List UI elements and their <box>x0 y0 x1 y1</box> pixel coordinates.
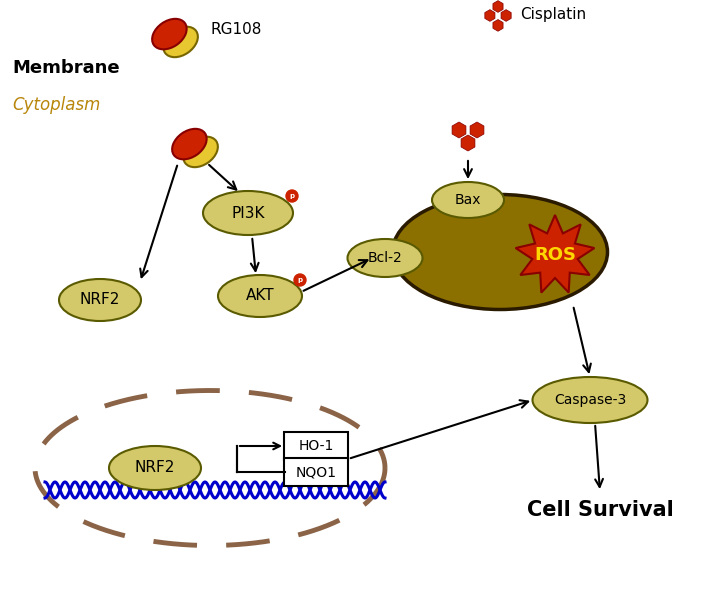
Ellipse shape <box>532 377 647 423</box>
Text: Caspase-3: Caspase-3 <box>554 393 626 407</box>
Ellipse shape <box>184 137 218 167</box>
Ellipse shape <box>109 446 201 490</box>
Ellipse shape <box>432 182 504 218</box>
Text: Bax: Bax <box>454 193 481 207</box>
Text: NRF2: NRF2 <box>135 461 175 476</box>
Text: p: p <box>289 193 294 199</box>
Text: Bcl-2: Bcl-2 <box>368 251 403 265</box>
Text: Membrane: Membrane <box>12 59 120 77</box>
FancyBboxPatch shape <box>284 458 348 486</box>
Text: ROS: ROS <box>534 246 576 264</box>
Text: HO-1: HO-1 <box>298 439 334 453</box>
Text: NQO1: NQO1 <box>296 465 337 479</box>
Ellipse shape <box>393 195 608 310</box>
Text: p: p <box>298 277 303 283</box>
Text: RG108: RG108 <box>210 23 262 38</box>
Text: NRF2: NRF2 <box>80 292 121 307</box>
Text: Cisplatin: Cisplatin <box>520 8 586 23</box>
Ellipse shape <box>152 19 186 49</box>
Text: Cytoplasm: Cytoplasm <box>12 96 101 114</box>
Ellipse shape <box>163 27 198 57</box>
Ellipse shape <box>172 129 206 159</box>
Circle shape <box>286 190 298 202</box>
Ellipse shape <box>347 239 423 277</box>
Text: AKT: AKT <box>246 289 274 304</box>
Ellipse shape <box>203 191 293 235</box>
Polygon shape <box>515 215 594 292</box>
Ellipse shape <box>218 275 302 317</box>
FancyBboxPatch shape <box>284 432 348 460</box>
Ellipse shape <box>59 279 141 321</box>
Text: Cell Survival: Cell Survival <box>527 500 674 520</box>
Text: PI3K: PI3K <box>231 205 264 220</box>
Circle shape <box>294 274 306 286</box>
